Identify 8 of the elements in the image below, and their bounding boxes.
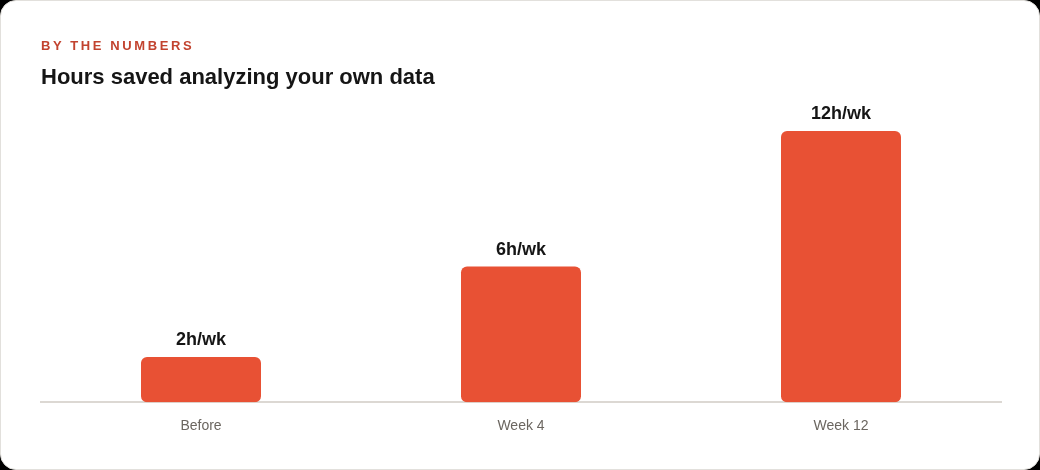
x-tick-label: Week 4: [497, 417, 545, 434]
x-tick-label: Week 12: [813, 417, 869, 434]
chart-subtitle: BY THE NUMBERS: [41, 38, 195, 54]
x-tick-label: Before: [180, 417, 222, 434]
data-label: 12h/wk: [810, 103, 872, 123]
data-label: 6h/wk: [495, 238, 547, 259]
data-label: 2h/wk: [175, 329, 227, 349]
chart-title: Hours saved analyzing your own data: [41, 63, 435, 91]
